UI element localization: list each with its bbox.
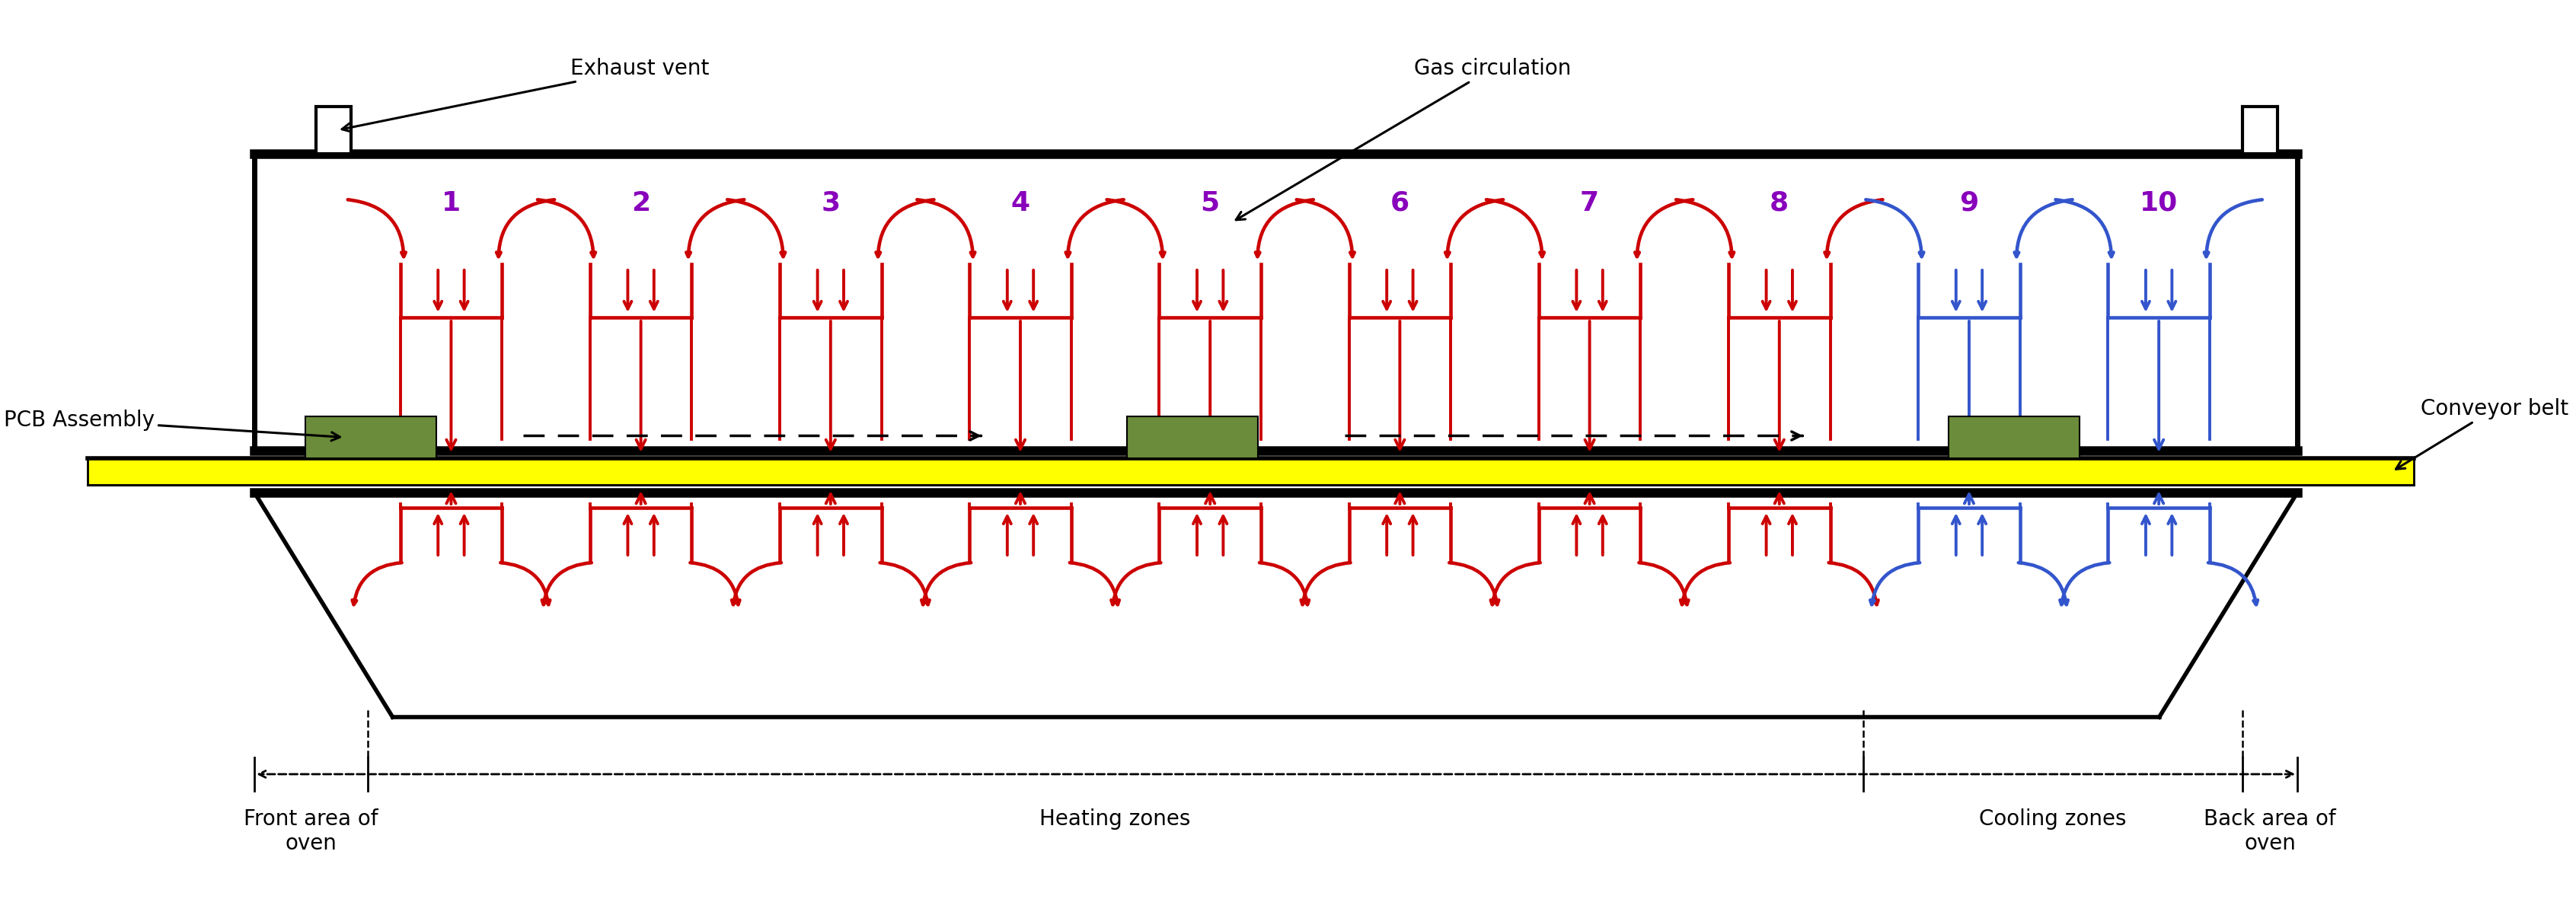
Text: 5: 5 — [1200, 190, 1218, 216]
Bar — [317, 106, 350, 154]
Text: Exhaust vent: Exhaust vent — [343, 58, 708, 132]
Text: Heating zones: Heating zones — [1041, 809, 1190, 830]
Text: 7: 7 — [1579, 190, 1600, 216]
Bar — [255, 154, 2298, 451]
Bar — [1126, 416, 1257, 458]
Text: Cooling zones: Cooling zones — [1978, 809, 2125, 830]
Text: 8: 8 — [1770, 190, 1788, 216]
Bar — [88, 458, 2414, 485]
Text: Gas circulation: Gas circulation — [1236, 58, 1571, 220]
Text: 3: 3 — [822, 190, 840, 216]
Text: PCB Assembly: PCB Assembly — [3, 410, 340, 441]
Bar — [307, 416, 435, 458]
Text: 6: 6 — [1391, 190, 1409, 216]
Text: 9: 9 — [1960, 190, 1978, 216]
Bar — [2244, 106, 2277, 154]
Text: Front area of
oven: Front area of oven — [245, 809, 379, 855]
Text: 2: 2 — [631, 190, 649, 216]
Text: 10: 10 — [2141, 190, 2177, 216]
Text: 4: 4 — [1010, 190, 1030, 216]
Text: 1: 1 — [440, 190, 461, 216]
Text: Conveyor belt: Conveyor belt — [2396, 398, 2568, 469]
Polygon shape — [255, 492, 2298, 717]
Text: Back area of
oven: Back area of oven — [2205, 809, 2336, 855]
Bar — [1947, 416, 2079, 458]
